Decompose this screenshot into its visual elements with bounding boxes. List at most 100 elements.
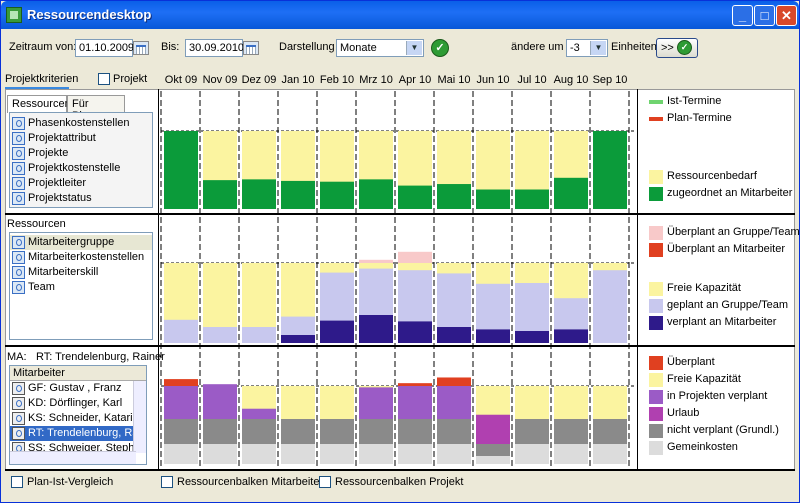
plan-ist-checkbox[interactable] xyxy=(11,476,23,488)
month-label: Jan 10 xyxy=(281,74,315,86)
month-label: Nov 09 xyxy=(202,74,238,86)
ressourcen-label: Ressourcen xyxy=(7,218,66,230)
tree-node-icon xyxy=(12,132,25,145)
tab-ressourcen[interactable]: Ressourcen xyxy=(7,95,71,113)
legend-label: Ist-Termine xyxy=(667,95,722,107)
criteria-item-label: Phasenkostenstellen xyxy=(28,117,130,129)
person-icon xyxy=(12,397,25,410)
legend-label: Freie Kapazität xyxy=(667,373,741,385)
mitarbeiter-item-label: KD: Dörflinger, Karl xyxy=(28,397,123,409)
vertical-scrollbar[interactable] xyxy=(133,381,146,453)
column-divider xyxy=(637,89,638,470)
legend-swatch xyxy=(649,226,663,240)
projekt-checkbox[interactable] xyxy=(98,73,110,85)
tree-node-icon xyxy=(12,162,25,175)
mitarbeiter-item[interactable]: GF: Gustav , Franz xyxy=(10,381,146,396)
shift-button[interactable]: >> ✓ xyxy=(656,38,698,58)
bis-date-field[interactable]: 30.09.2010 xyxy=(185,39,244,57)
aendere-label: ändere um xyxy=(511,41,564,53)
legend-swatch xyxy=(649,356,663,370)
ressourcen-item-label: Mitarbeitergruppe xyxy=(28,236,115,248)
legend-label: Ressourcenbedarf xyxy=(667,170,757,182)
criteria-item[interactable]: Projektkostenstelle xyxy=(10,161,152,176)
app-icon xyxy=(6,7,22,23)
bis-calendar-icon[interactable] xyxy=(243,41,259,55)
column-divider xyxy=(158,89,159,470)
legend-label: geplant an Gruppe/Team xyxy=(667,299,789,311)
tree-node-icon xyxy=(12,147,25,160)
horizontal-scrollbar[interactable] xyxy=(10,451,136,464)
legend-swatch xyxy=(649,407,663,421)
ressourcen-item[interactable]: Mitarbeitergruppe xyxy=(10,235,152,250)
legend-label: nicht verplant (Grundl.) xyxy=(667,424,779,436)
von-calendar-icon[interactable] xyxy=(133,41,149,55)
mitarbeiter-list-items: GF: Gustav , Franz KD: Dörflinger, Karl KS… xyxy=(10,381,146,456)
balken-mitarbeiter-checkbox[interactable] xyxy=(161,476,173,488)
person-icon xyxy=(12,382,25,395)
legend-label: Überplant an Gruppe/Team xyxy=(667,226,800,238)
shift-button-label: >> xyxy=(661,42,674,54)
mitarbeiter-item[interactable]: KD: Dörflinger, Karl xyxy=(10,396,146,411)
ressourcen-item-label: Team xyxy=(28,281,55,293)
legend-swatch xyxy=(649,441,663,455)
month-label: Mai 10 xyxy=(437,74,471,86)
legend-swatch xyxy=(649,373,663,387)
ressourcen-list: Mitarbeitergruppe Mitarbeiterkostenstelle… xyxy=(9,232,153,340)
apply-check-icon[interactable]: ✓ xyxy=(431,39,449,57)
ressourcen-item[interactable]: Mitarbeiterkostenstellen xyxy=(10,250,152,265)
criteria-item[interactable]: Projekte xyxy=(10,146,152,161)
legend-label: Gemeinkosten xyxy=(667,441,738,453)
maximize-button[interactable]: □ xyxy=(754,5,775,26)
plan-ist-label: Plan-Ist-Vergleich xyxy=(27,476,114,488)
tree-node-icon xyxy=(12,251,25,264)
tab-fuer-planung[interactable]: Für Planung xyxy=(67,95,125,122)
month-label: Feb 10 xyxy=(319,74,355,86)
legend-label: Überplant xyxy=(667,356,715,368)
criteria-item-label: Projektstatus xyxy=(28,192,92,204)
darstellung-select[interactable]: Monate ▼ xyxy=(336,39,424,57)
legend-label: Überplant an Mitarbeiter xyxy=(667,243,786,255)
panel-divider xyxy=(5,345,795,347)
projektkriterien-label: Projektkriterien xyxy=(5,73,79,85)
criteria-item-label: Projekte xyxy=(28,147,69,159)
tree-node-icon xyxy=(12,177,25,190)
balken-mitarbeiter-label: Ressourcenbalken Mitarbeiter xyxy=(177,476,324,488)
status-bar: Plan-Ist-Vergleich Ressourcenbalken Mita… xyxy=(5,473,795,495)
minimize-button[interactable]: _ xyxy=(732,5,753,26)
criteria-list-items: Phasenkostenstellen Projektattribut Projek… xyxy=(10,113,152,206)
legend-swatch xyxy=(649,187,663,201)
balken-projekt-checkbox[interactable] xyxy=(319,476,331,488)
tree-node-icon xyxy=(12,192,25,205)
close-button[interactable]: ✕ xyxy=(776,5,797,26)
projekt-checkbox-label: Projekt xyxy=(113,73,148,85)
einheiten-label: Einheiten xyxy=(611,41,657,53)
criteria-item[interactable]: Projektleiter xyxy=(10,176,152,191)
aendere-select[interactable]: -3 ▼ xyxy=(566,39,608,57)
darstellung-label: Darstellung xyxy=(279,41,335,53)
darstellung-value: Monate xyxy=(340,42,377,54)
toolbar: Zeitraum von: 01.10.2009 Bis: 30.09.2010… xyxy=(5,33,795,65)
criteria-item[interactable]: Projektstatus xyxy=(10,191,152,206)
von-date-field[interactable]: 01.10.2009 xyxy=(75,39,134,57)
chevron-down-icon[interactable]: ▼ xyxy=(590,41,606,55)
legend-label: Freie Kapazität xyxy=(667,282,741,294)
month-label: Jun 10 xyxy=(476,74,510,86)
mitarbeiter-list: Mitarbeiter GF: Gustav , Franz KD: Dörfli… xyxy=(9,365,147,465)
criteria-item[interactable]: Phasenkostenstellen xyxy=(10,116,152,131)
ma-label: MA: xyxy=(7,351,27,363)
legend-label: in Projekten verplant xyxy=(667,390,768,402)
legend-label: Plan-Termine xyxy=(667,112,732,124)
projektkriterien-underline xyxy=(5,87,69,89)
aendere-value: -3 xyxy=(570,42,580,54)
ressourcen-item[interactable]: Mitarbeiterskill xyxy=(10,265,152,280)
mitarbeiter-item[interactable]: RT: Trendelenburg, Rai xyxy=(10,426,146,441)
ressourcen-item-label: Mitarbeiterskill xyxy=(28,266,99,278)
mitarbeiter-item[interactable]: KS: Schneider, Katarina xyxy=(10,411,146,426)
ressourcen-item[interactable]: Team xyxy=(10,280,152,295)
legend-label: verplant an Mitarbeiter xyxy=(667,316,777,328)
criteria-item-label: Projektleiter xyxy=(28,177,87,189)
criteria-item[interactable]: Projektattribut xyxy=(10,131,152,146)
legend-swatch xyxy=(649,316,663,330)
chevron-down-icon[interactable]: ▼ xyxy=(406,41,422,55)
